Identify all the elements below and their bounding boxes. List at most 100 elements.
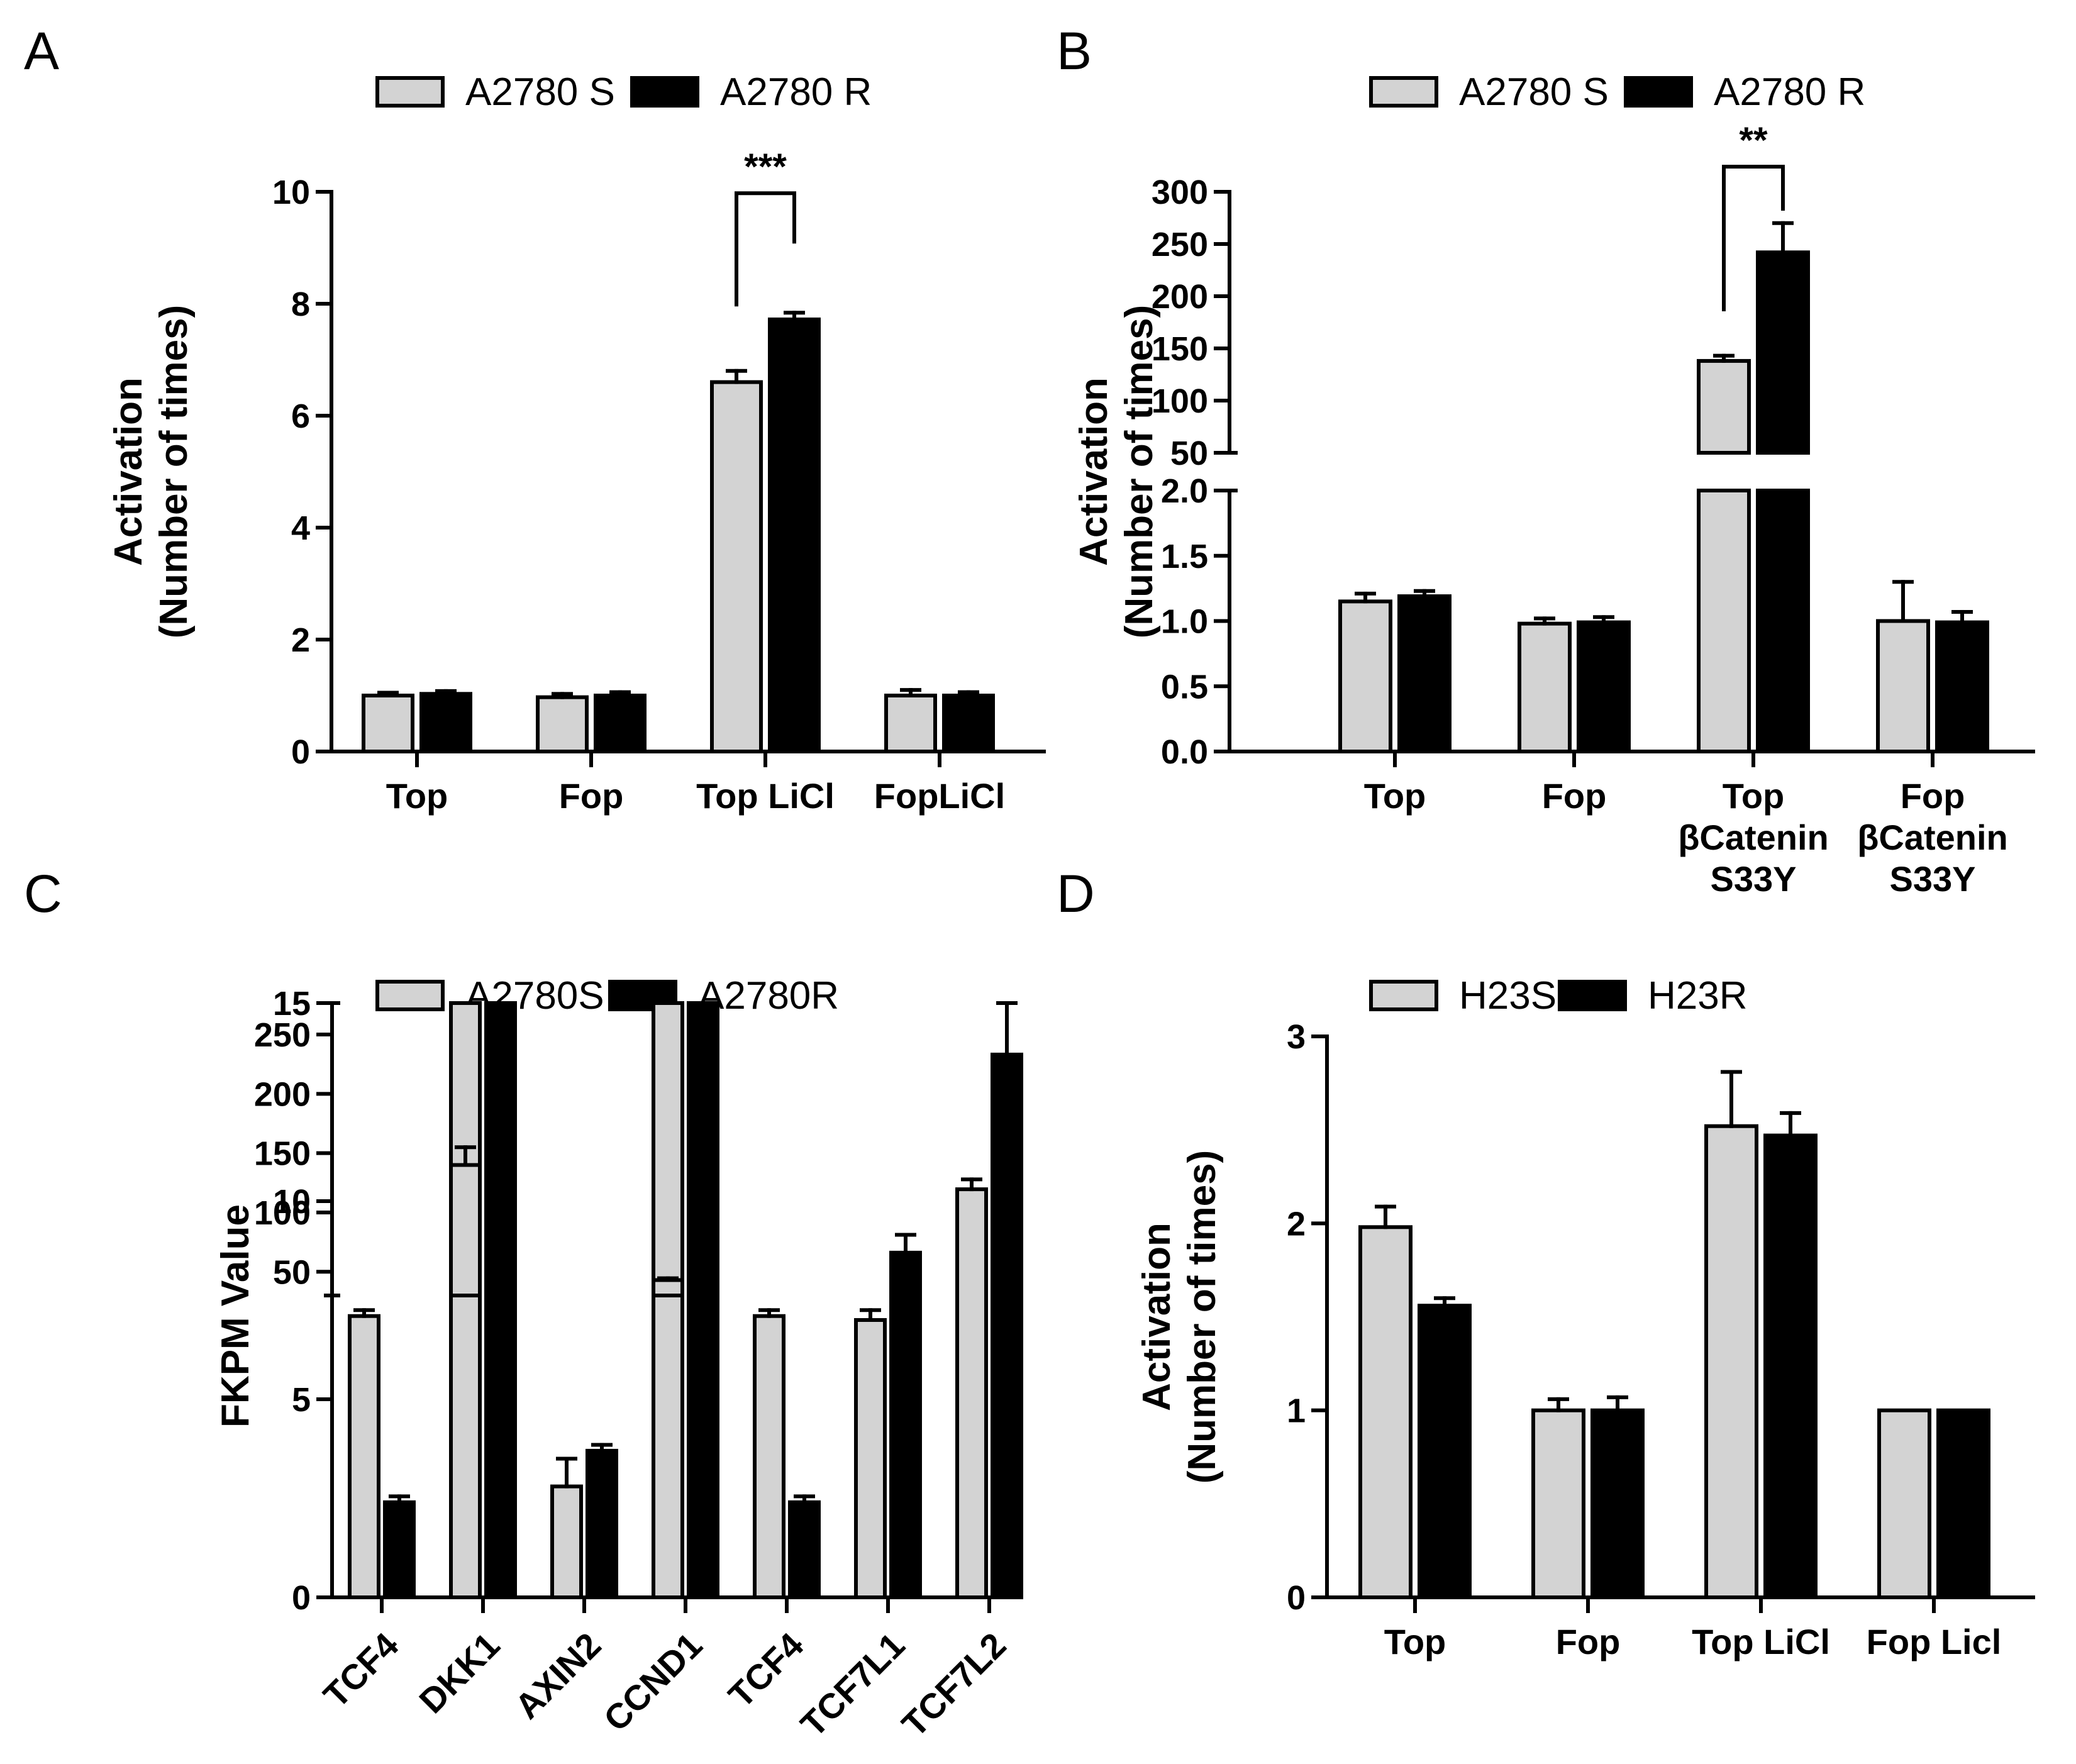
bar-series1 (536, 695, 589, 754)
x-tick-label: Fop Licl (1867, 1622, 2002, 1661)
panel-letter: B (1057, 21, 1092, 80)
bar-series1 (710, 380, 763, 753)
bar-series1 (955, 1187, 988, 1599)
y-tick-label: 0 (1287, 1579, 1306, 1617)
y-axis-label-line: Activation (1072, 377, 1116, 566)
bar-series2 (1935, 620, 1989, 754)
legend-label-series2: A2780 R (720, 70, 872, 114)
bar-series2 (768, 317, 821, 754)
y-tick-label: 200 (254, 1075, 311, 1113)
bar-series1-lower (1697, 489, 1751, 753)
bar-series2-upper (1756, 250, 1810, 455)
y-tick-label: 0 (292, 1579, 311, 1617)
legend-swatch-series1 (1369, 980, 1438, 1011)
legend-label-series2: H23R (1648, 974, 1748, 1018)
panel-A: A A2780 S A2780 R 0 2 4 6 8 10 Activation(Number … (24, 21, 1046, 816)
bar-series2 (1763, 1133, 1818, 1599)
y-tick-label: 150 (1152, 330, 1208, 368)
legend-swatch-series2 (1558, 980, 1627, 1011)
y-tick-label: 2 (1287, 1205, 1306, 1243)
x-tick-label: Fop (1901, 776, 1965, 816)
legend-label-series1: A2780 S (465, 70, 615, 114)
significance-bracket (735, 191, 796, 307)
bar-series2-upper (484, 1092, 517, 1298)
bar-series2 (942, 694, 995, 753)
y-tick-label: 6 (291, 397, 310, 435)
significance-label: ** (1739, 120, 1768, 161)
bar-series1 (884, 694, 937, 753)
x-tick-label: Top LiCl (1692, 1622, 1830, 1661)
x-tick-label: AXIN2 (507, 1625, 608, 1726)
bar-series1 (1877, 1408, 1931, 1600)
panel-letter: C (24, 864, 62, 923)
x-tick-label: TCF7L2 (894, 1625, 1014, 1745)
y-tick-label: 0 (291, 733, 310, 771)
significance-label: *** (744, 147, 787, 187)
y-axis-label-line: FKPM Value (214, 1204, 257, 1428)
y-tick-label: 250 (254, 1016, 311, 1054)
bar-series1 (550, 1484, 583, 1600)
y-tick-label: 4 (291, 509, 310, 547)
legend-label-series2: A2780 R (1714, 70, 1865, 114)
panel-B: B A2780 S A2780 R 0.0 0.5 1.0 1.5 2.050 100 150 20… (1057, 21, 2035, 899)
y-axis-label: Activation(Number of times) (1072, 305, 1161, 638)
bar-series1-upper (652, 1278, 684, 1298)
panel-letter: A (24, 21, 59, 80)
y-tick-label: 100 (254, 1194, 311, 1232)
x-tick-label: FopLiCl (874, 776, 1005, 816)
legend-swatch-series2 (1624, 76, 1693, 108)
bar-series2 (1397, 594, 1452, 754)
bar-series1-upper (1697, 358, 1751, 455)
y-tick-label: 8 (291, 286, 310, 323)
x-tick-label: S33Y (1711, 859, 1797, 899)
y-tick-label: 100 (1152, 382, 1208, 420)
x-tick-label: Fop (1556, 1622, 1621, 1661)
y-axis-label-line: Activation (1135, 1223, 1179, 1411)
bar-series2 (586, 1448, 618, 1599)
y-tick-label: 1.5 (1161, 538, 1208, 575)
y-tick-label: 5 (292, 1381, 311, 1419)
bar-series1 (1358, 1225, 1413, 1599)
panel-letter: D (1057, 864, 1095, 923)
bar-series2 (1418, 1304, 1472, 1599)
bar-series2-lower (687, 1001, 719, 1599)
y-tick-label: 0.5 (1161, 668, 1208, 706)
bar-series2 (1936, 1408, 1990, 1600)
bar-series1-upper (449, 1163, 482, 1297)
bar-series1 (348, 1314, 380, 1599)
y-tick-label: 10 (273, 1183, 311, 1221)
bar-series1 (1338, 599, 1392, 753)
y-axis-label-line: (Number of times) (152, 305, 196, 638)
bar-series1 (1531, 1408, 1585, 1600)
y-tick-label: 150 (254, 1135, 311, 1173)
bar-series1 (1876, 619, 1930, 753)
y-axis-label-line: (Number of times) (1118, 305, 1161, 638)
bar-series1 (854, 1318, 887, 1599)
legend-label-series1: H23S (1459, 974, 1557, 1018)
y-axis-label: Activation(Number of times) (1135, 1150, 1224, 1484)
bar-series1 (1518, 621, 1572, 754)
bar-series2 (889, 1250, 922, 1599)
bar-series2 (788, 1500, 821, 1600)
y-axis-label: FKPM Value (214, 1204, 257, 1428)
legend-label-series2: A2780R (698, 974, 839, 1018)
y-tick-label: 15 (273, 985, 311, 1023)
x-tick-label: TCF4 (721, 1625, 811, 1716)
bar-series2 (991, 1052, 1023, 1599)
bar-series2 (1577, 620, 1631, 754)
x-tick-label: TCF4 (316, 1625, 406, 1716)
y-tick-label: 250 (1152, 226, 1208, 263)
bar-series1 (362, 694, 414, 753)
x-tick-label: S33Y (1890, 859, 1976, 899)
x-tick-label: DKK1 (411, 1625, 507, 1721)
x-tick-label: Fop (559, 776, 624, 816)
legend-swatch-series1 (1369, 76, 1438, 108)
bar-series2 (383, 1500, 416, 1600)
legend-swatch-series1 (375, 980, 445, 1011)
y-tick-label: 0.0 (1161, 733, 1208, 771)
x-tick-label: βCatenin (1678, 818, 1829, 857)
y-tick-label: 2.0 (1161, 472, 1208, 510)
x-tick-label: Top LiCl (696, 776, 835, 816)
